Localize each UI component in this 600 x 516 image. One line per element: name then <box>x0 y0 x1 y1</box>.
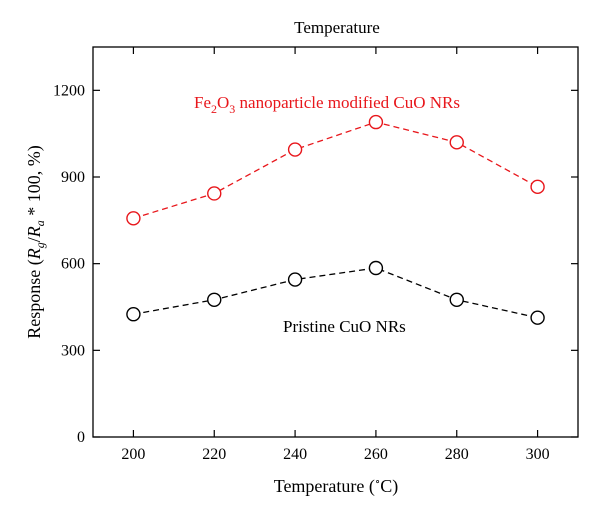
data-point <box>449 135 464 150</box>
annotation-pristine-series: Pristine CuO NRs <box>283 317 406 336</box>
y-tick-label: 0 <box>77 429 85 446</box>
y-tick-label: 300 <box>61 342 85 359</box>
series-line <box>133 121 538 219</box>
data-point <box>287 142 303 157</box>
series-layer <box>126 114 545 325</box>
y-tick-label: 600 <box>61 256 85 273</box>
x-axis-label: Temperature (∘C) <box>274 476 399 497</box>
data-point <box>449 292 464 307</box>
annotation-modified-series: Fe2O3 nanoparticle modified CuO NRs <box>194 93 460 116</box>
axis-ticks <box>93 47 578 438</box>
data-point <box>530 310 545 325</box>
series-0 <box>126 114 545 226</box>
y-axis-label: Response (Rg/Ra * 100, %) <box>24 145 47 339</box>
x-tick-label: 200 <box>121 446 145 463</box>
x-tick-label: 240 <box>283 446 307 463</box>
plot-frame <box>92 46 579 438</box>
series-1 <box>126 260 545 325</box>
x-tick-label: 300 <box>526 446 550 463</box>
x-tick-label: 280 <box>445 446 469 463</box>
x-tick-label: 220 <box>202 446 226 463</box>
y-tick-label: 1200 <box>53 82 85 99</box>
data-point <box>368 114 384 130</box>
chart-title: Temperature <box>294 18 380 37</box>
data-point <box>126 307 141 322</box>
data-point <box>207 292 222 307</box>
data-point <box>530 179 545 195</box>
series-line <box>133 267 538 319</box>
data-point <box>207 186 222 201</box>
x-tick-label: 260 <box>364 446 388 463</box>
tick-labels: 200 220 240 260 280 300 0 300 600 900 1200 <box>53 82 550 463</box>
data-point <box>126 211 141 226</box>
data-point <box>287 272 303 287</box>
data-point <box>368 260 384 276</box>
y-tick-label: 900 <box>61 169 85 186</box>
